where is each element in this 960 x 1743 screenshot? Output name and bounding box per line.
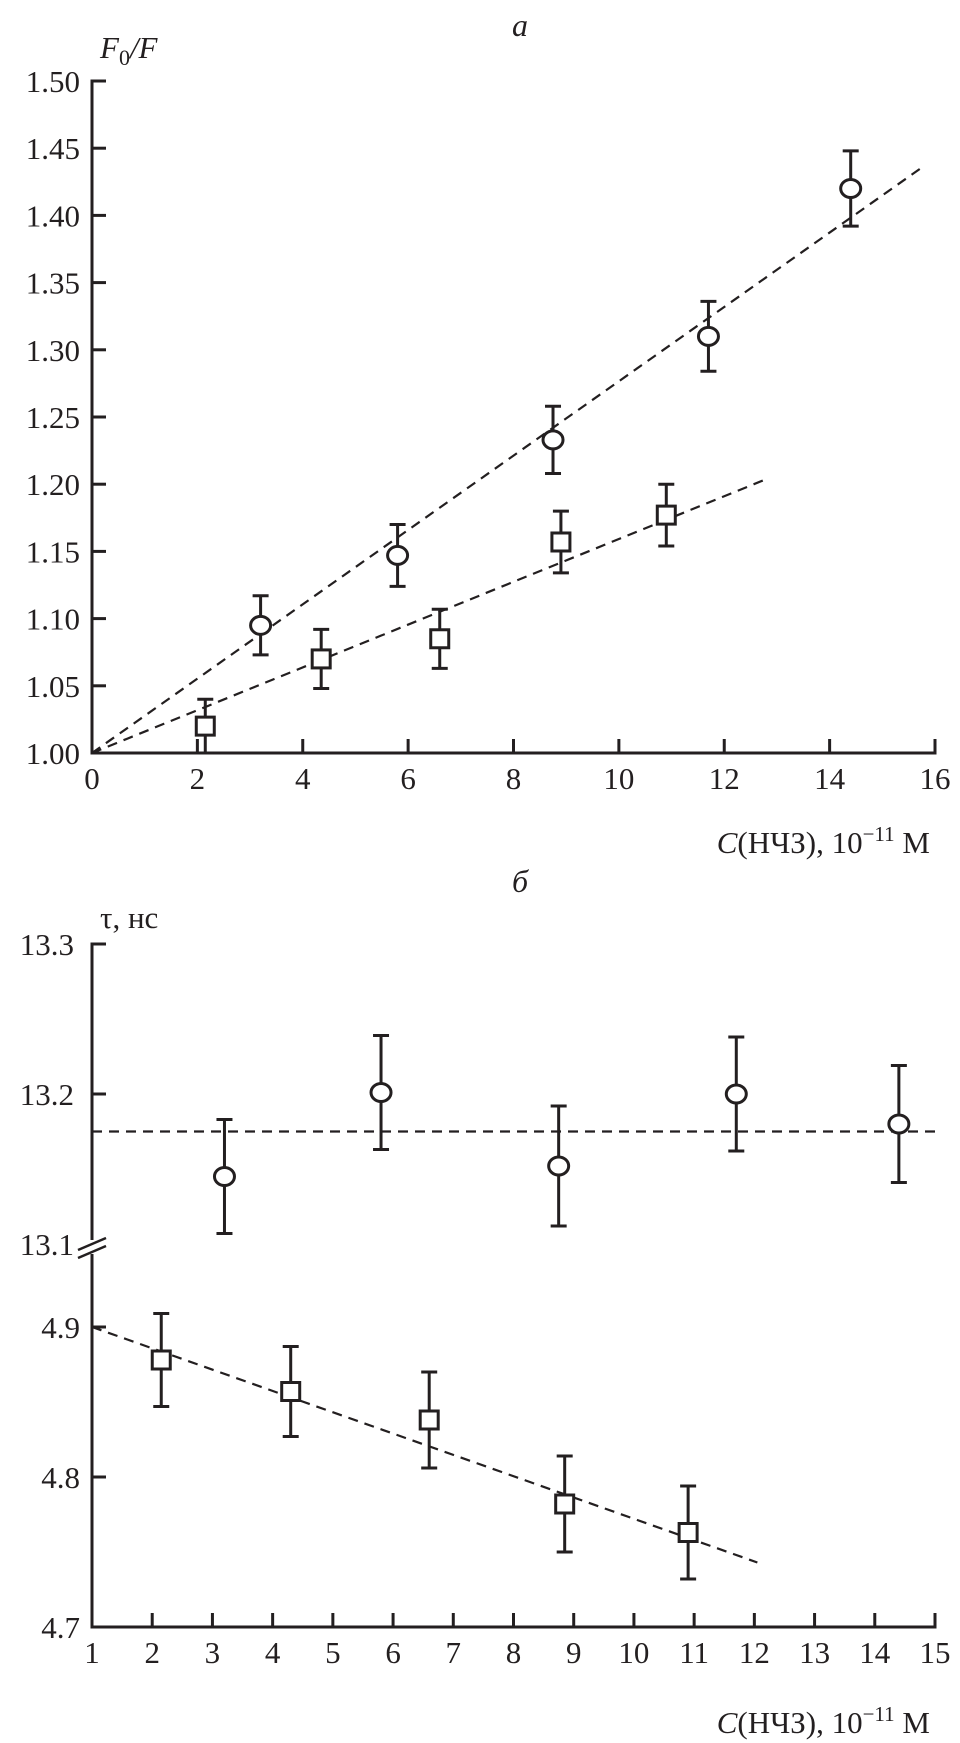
circle-marker: [541, 429, 565, 451]
square-marker: [655, 504, 677, 526]
x-tick-label: 12: [709, 761, 740, 796]
square-marker: [429, 628, 451, 650]
circle-marker: [547, 1155, 571, 1177]
axis-break-mark: [77, 1244, 107, 1260]
x-tick-label: 10: [618, 1635, 649, 1670]
y-tick-label: 1.35: [26, 266, 80, 301]
y-tick-label: 13.2: [20, 1077, 74, 1112]
circle-marker: [212, 1166, 236, 1187]
square-marker: [280, 1381, 302, 1402]
circle-marker: [887, 1113, 911, 1135]
y-tick-label: 1.30: [26, 333, 80, 368]
xlabel-rest: (НЧЗ), 10: [737, 825, 862, 860]
ylabel-main: F: [99, 30, 120, 65]
x-tick-label: 6: [400, 761, 416, 796]
xlabel-rest: (НЧЗ), 10: [737, 1705, 862, 1740]
square-marker: [150, 1349, 172, 1371]
square-marker: [418, 1409, 440, 1431]
x-tick-label: 11: [679, 1635, 709, 1670]
circle-marker: [249, 614, 273, 636]
x-tick-label: 3: [205, 1635, 221, 1670]
panel-b-title: б: [512, 863, 529, 899]
panel-a-xlabel: C(НЧЗ), 10−11 М: [717, 822, 930, 860]
y-tick-label: 1.15: [26, 534, 80, 569]
x-tick-label: 13: [799, 1635, 830, 1670]
square-marker: [554, 1493, 576, 1515]
x-tick-label: 2: [190, 761, 206, 796]
y-tick-label: 1.05: [26, 669, 80, 704]
panel-a: а F0/F C(НЧЗ), 10−11 М 1.001.051.101.151…: [26, 7, 951, 860]
panel-b: б τ, нс C(НЧЗ), 10−11 М 13.1 13.2 13.3 4.7 4…: [20, 863, 951, 1740]
circle-marker: [724, 1083, 748, 1105]
panel-b-xlabel: C(НЧЗ), 10−11 М: [717, 1702, 930, 1740]
square-marker: [677, 1522, 699, 1543]
circle-marker: [839, 178, 863, 200]
y-tick-label: 1.40: [26, 198, 80, 233]
x-tick-label: 8: [506, 1635, 522, 1670]
y-tick-label: 4.7: [41, 1610, 80, 1645]
fit-line: [91, 164, 926, 754]
y-tick-label: 4.9: [41, 1310, 80, 1345]
x-tick-label: 8: [506, 761, 522, 796]
panel-a-ylabel: F0/F: [99, 30, 159, 70]
axes: [90, 79, 937, 755]
y-tick-label: 1.20: [26, 467, 80, 502]
panel-b-ylabel: τ, нс: [100, 900, 158, 935]
x-tick-label: 12: [739, 1635, 770, 1670]
circle-marker: [369, 1082, 393, 1103]
y-tick-label: 1.10: [26, 602, 80, 637]
x-tick-label: 6: [385, 1635, 401, 1670]
y-tick-label: 1.25: [26, 400, 80, 435]
xlabel-var: C: [717, 1705, 738, 1740]
circle-marker: [386, 544, 410, 566]
x-tick-label: 10: [603, 761, 634, 796]
y-tick-label: 4.8: [41, 1460, 80, 1495]
axis-break-gap: [89, 1240, 95, 1254]
xlabel-exp: −11: [863, 822, 895, 846]
y-tick-label: 13.3: [20, 927, 74, 962]
axis-break-mark: [77, 1236, 107, 1252]
fit-line: [91, 1325, 758, 1564]
square-marker: [194, 715, 216, 737]
x-tick-label: 9: [566, 1635, 582, 1670]
x-tick-label: 14: [859, 1635, 891, 1670]
x-tick-label: 15: [920, 1635, 951, 1670]
xlabel-var: C: [717, 825, 738, 860]
xlabel-unit: М: [895, 825, 930, 860]
x-tick-label: 0: [84, 761, 100, 796]
y-tick-label: 1.45: [26, 131, 80, 166]
xlabel-unit: М: [895, 1705, 930, 1740]
y-tick-label: 13.1: [20, 1227, 74, 1262]
panel-a-title: а: [512, 7, 528, 43]
square-marker: [550, 531, 572, 553]
ylabel-sub: 0: [119, 45, 130, 70]
x-tick-label: 1: [84, 1635, 100, 1670]
x-tick-label: 4: [295, 761, 311, 796]
x-tick-label: 16: [920, 761, 951, 796]
y-tick-label: 1.00: [26, 736, 80, 771]
x-tick-label: 5: [325, 1635, 341, 1670]
x-tick-label: 7: [446, 1635, 462, 1670]
x-tick-label: 4: [265, 1635, 281, 1670]
xlabel-exp: −11: [863, 1702, 895, 1726]
axes: [90, 942, 937, 1629]
x-tick-label: 2: [144, 1635, 160, 1670]
circle-marker: [696, 325, 720, 347]
x-tick-label: 14: [814, 761, 846, 796]
square-marker: [310, 648, 332, 670]
y-tick-label: 1.50: [26, 64, 80, 99]
ylabel-rest: /F: [128, 30, 159, 65]
